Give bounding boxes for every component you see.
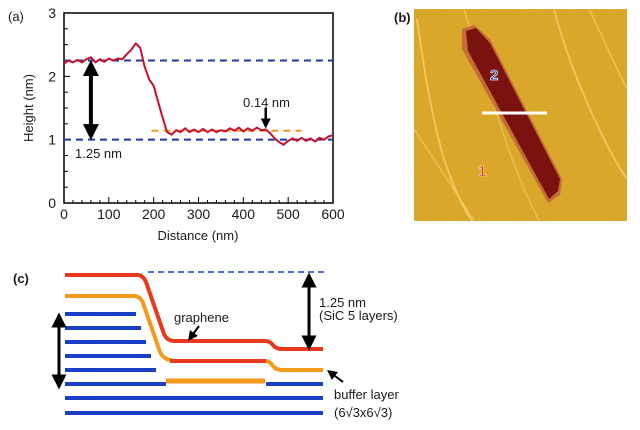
y-tick-label: 1 xyxy=(48,132,56,148)
y-axis-title: Height (nm) xyxy=(21,74,36,142)
x-tick-label: 100 xyxy=(97,206,121,222)
buffer-pointer-arrow xyxy=(327,370,344,383)
graphene-pointer-arrow xyxy=(188,325,200,342)
step-edge xyxy=(414,128,475,221)
buffer-label-line2: (6√3x6√3) xyxy=(334,405,392,420)
x-tick-label: 300 xyxy=(187,206,211,222)
y-tick-label: 0 xyxy=(48,195,56,211)
graphene-label: graphene xyxy=(174,310,229,325)
panel-a-label: (a) xyxy=(8,9,24,24)
afm-image: 2 1 xyxy=(414,9,627,221)
step-edge xyxy=(416,18,473,221)
x-tick-label: 200 xyxy=(142,206,166,222)
step-height-label: 1.25 nm xyxy=(75,146,122,161)
x-tick-label: 600 xyxy=(321,206,345,222)
panel-b-label: (b) xyxy=(394,10,411,25)
height-profile-chart: 0 100 200 300 400 500 600 0 1 2 3 Distance (nm) He… xyxy=(21,5,345,243)
buffer-height-label: 0.14 nm xyxy=(243,95,290,110)
x-axis-title: Distance (nm) xyxy=(158,228,239,243)
step-edge xyxy=(553,9,627,180)
buffer-label-line1: buffer layer xyxy=(334,387,399,402)
x-tick-label: 400 xyxy=(232,206,256,222)
series-line xyxy=(63,42,334,146)
step-height-label-line1: 1.25 nm xyxy=(319,295,366,310)
y-tick-label: 2 xyxy=(48,68,56,84)
sic-layers xyxy=(65,312,323,415)
plot-frame xyxy=(63,12,334,204)
region-2-label: 2 xyxy=(490,67,498,84)
step-height-label-line2: (SiC 5 layers) xyxy=(319,308,398,323)
graphene-layer xyxy=(65,273,323,351)
buffer-layer-lower xyxy=(264,359,323,372)
region-1-label: 1 xyxy=(478,163,486,180)
buffer-layer-upper xyxy=(65,294,173,362)
panel-c-label: (c) xyxy=(13,271,29,286)
y-tick-label: 3 xyxy=(48,5,56,21)
step-edge xyxy=(588,9,627,90)
x-tick-label: 500 xyxy=(276,206,300,222)
x-tick-label: 0 xyxy=(60,206,68,222)
